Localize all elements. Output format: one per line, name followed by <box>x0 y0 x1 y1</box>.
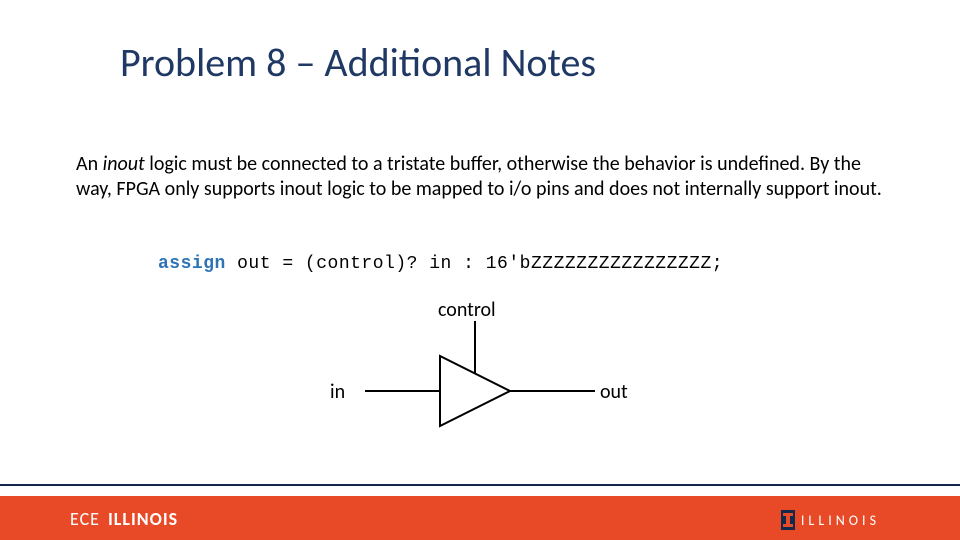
footer-right-logo: ILLINOIS <box>781 510 880 530</box>
footer-right-text: ILLINOIS <box>801 512 880 529</box>
body-rest: logic must be connected to a tristate bu… <box>76 152 882 201</box>
code-body: out = (control)? in : 16'bZZZZZZZZZZZZZZ… <box>226 254 723 274</box>
block-i-icon <box>781 510 795 530</box>
label-in: in <box>330 380 345 404</box>
footer-bar: ECE ILLINOIS ILLINOIS <box>0 496 960 540</box>
footer: ECE ILLINOIS ILLINOIS <box>0 484 960 540</box>
slide-title: Problem 8 – Additional Notes <box>120 38 596 87</box>
footer-illinois-text: ILLINOIS <box>108 508 178 530</box>
tristate-buffer-svg: control in out <box>310 296 650 466</box>
footer-left-logo: ECE ILLINOIS <box>70 508 178 530</box>
body-italic-inout: inout <box>103 152 145 176</box>
label-out: out <box>600 380 628 404</box>
code-keyword: assign <box>158 254 226 274</box>
slide-root: Problem 8 – Additional Notes An inout lo… <box>0 0 960 540</box>
body-prefix: An <box>76 152 103 176</box>
code-snippet: assign out = (control)? in : 16'bZZZZZZZ… <box>158 254 723 274</box>
label-control: control <box>438 298 496 322</box>
footer-ece-text: ECE <box>70 508 100 530</box>
tristate-buffer-diagram: control in out <box>310 296 650 466</box>
footer-rule <box>0 484 960 486</box>
body-paragraph: An inout logic must be connected to a tr… <box>76 152 886 202</box>
